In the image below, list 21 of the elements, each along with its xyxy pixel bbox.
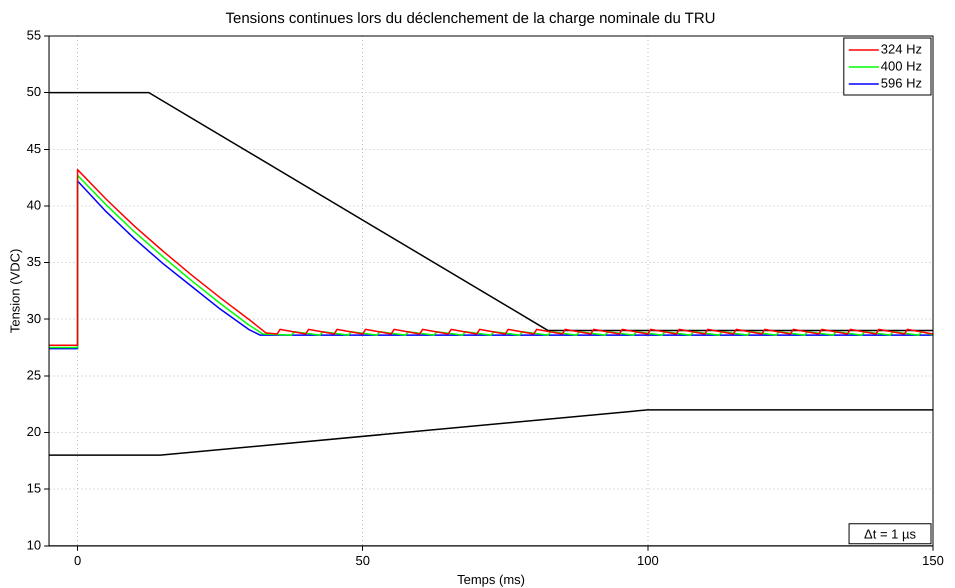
y-tick-label: 25 bbox=[26, 367, 42, 382]
x-tick-label: 0 bbox=[74, 553, 82, 568]
y-axis-title: Tension (VDC) bbox=[7, 248, 22, 334]
x-tick-label: 100 bbox=[637, 553, 659, 568]
x-tick-label: 150 bbox=[922, 553, 944, 568]
chart-title: Tensions continues lors du déclenchement de la charge nominale du TRU bbox=[225, 10, 716, 28]
y-tick-label: 10 bbox=[26, 537, 42, 552]
x-tick-label: 50 bbox=[355, 553, 370, 568]
y-tick-label: 35 bbox=[26, 254, 42, 270]
y-tick-label: 30 bbox=[26, 310, 42, 326]
y-tick-label: 50 bbox=[26, 84, 42, 100]
y-tick-label: 40 bbox=[26, 198, 42, 213]
legend-label: 596 Hz bbox=[880, 76, 922, 91]
y-tick-label: 15 bbox=[26, 480, 42, 496]
legend-label: 324 Hz bbox=[880, 42, 922, 57]
y-tick-label: 55 bbox=[26, 28, 42, 43]
legend-label: 400 Hz bbox=[880, 58, 922, 74]
y-tick-label: 20 bbox=[26, 424, 42, 440]
y-tick-label: 45 bbox=[26, 140, 42, 156]
x-axis-title: Temps (ms) bbox=[457, 572, 525, 587]
annotation: Δt = 1 µs bbox=[864, 526, 916, 542]
